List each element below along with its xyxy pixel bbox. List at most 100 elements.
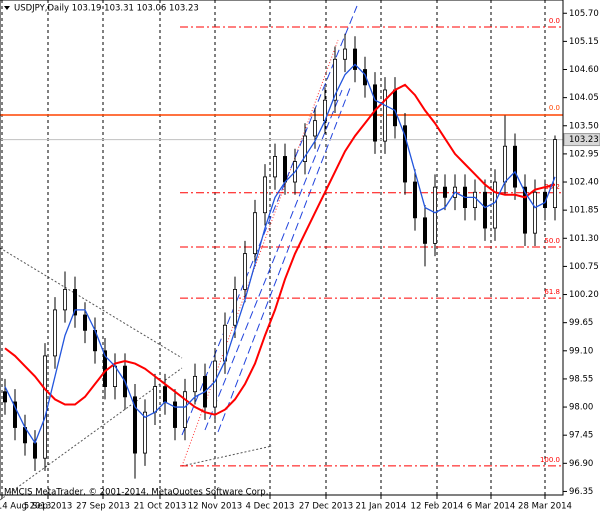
x-tick-label: 27 Dec 2013 <box>299 502 353 512</box>
y-tick-label: 96.90 <box>569 459 593 469</box>
x-tick-label: 21 Jan 2014 <box>356 502 407 512</box>
grid <box>1 0 546 495</box>
fibo-base <box>181 39 339 467</box>
candle-body <box>53 309 58 357</box>
candle-body <box>113 365 118 387</box>
menu-icon <box>4 6 10 10</box>
support-line <box>181 445 273 467</box>
y-tick-label: 102.40 <box>569 178 599 188</box>
x-tick-label: 6 Mar 2014 <box>467 502 515 512</box>
candle-body <box>342 48 347 60</box>
candle-body <box>83 314 88 331</box>
y-tick-label: 101.85 <box>569 206 599 216</box>
candle-body <box>12 401 17 428</box>
candle-body <box>422 217 427 244</box>
fibo-label: 0.0 <box>549 17 560 25</box>
y-tick-label: 105.70 <box>569 9 599 19</box>
plot <box>3 33 558 479</box>
candle-body <box>172 401 177 428</box>
moving-average <box>4 63 556 445</box>
candle-body <box>402 125 407 183</box>
candle-body <box>412 181 417 219</box>
candle-body <box>302 135 307 162</box>
candle-body <box>392 89 397 127</box>
y-tick-label: 104.60 <box>569 65 599 75</box>
candle-body <box>242 253 247 290</box>
fibo-label: 50.0 <box>544 237 560 245</box>
candle-body <box>442 186 447 198</box>
candle-body <box>533 191 538 234</box>
candle-body <box>103 350 108 387</box>
channel-upper <box>181 5 358 436</box>
last-price-label: 103.23 <box>569 135 599 145</box>
channel-mid <box>204 89 343 431</box>
candle-body <box>482 191 487 229</box>
candle-body <box>382 89 387 142</box>
candle-body <box>142 411 147 454</box>
triangle-upper <box>0 247 183 359</box>
last-price-box <box>563 133 600 147</box>
y-tick-label: 101.30 <box>569 234 599 244</box>
candle-body <box>63 289 68 311</box>
candle-body <box>192 375 197 393</box>
candle-body <box>272 156 277 178</box>
candle-body <box>132 396 137 454</box>
trendlines <box>0 5 358 501</box>
y-tick-label: 100.20 <box>569 290 599 300</box>
candle-body <box>262 176 267 214</box>
y-tick-label: 105.15 <box>569 37 599 47</box>
y-tick-label: 98.00 <box>569 403 593 413</box>
candle-body <box>332 58 337 101</box>
candle-body <box>553 139 558 208</box>
candle-body <box>252 212 257 255</box>
x-tick-label: 21 Oct 2013 <box>134 502 187 512</box>
fibo-label: 38.2 <box>544 183 560 191</box>
y-tick-label: 103.50 <box>569 121 599 131</box>
plot-frame <box>0 0 564 496</box>
triangle-lower <box>0 367 183 501</box>
candle-body <box>73 289 78 316</box>
y-tick-label: 99.10 <box>569 346 593 356</box>
candle-body <box>513 145 518 188</box>
candle-body <box>3 391 8 403</box>
x-tick-label: 4 Dec 2013 <box>246 502 295 512</box>
y-tick-label: 99.65 <box>569 318 593 328</box>
y-tick-label: 100.75 <box>569 262 599 272</box>
candle-body <box>43 355 48 459</box>
horizontal-line-label: 0.0 <box>549 104 560 112</box>
levels: 0.0 0.0 38.2 50.0 61.8 100.0 <box>0 17 563 467</box>
y-tick-label: 97.45 <box>569 431 593 441</box>
x-tick-label: 12 Nov 2013 <box>188 502 242 512</box>
channel-lower <box>217 87 351 433</box>
candle-body <box>352 48 357 70</box>
y-tick-label: 104.05 <box>569 93 599 103</box>
candle-body <box>282 156 287 183</box>
y-tick-label: 96.35 <box>569 487 593 497</box>
candle-body <box>492 181 497 229</box>
candle-body <box>33 442 38 459</box>
candle-body <box>523 186 528 234</box>
fibo-label: 61.8 <box>544 288 560 296</box>
moving-average <box>4 83 556 416</box>
candle-body <box>312 120 317 137</box>
fibo-label: 100.0 <box>540 456 560 464</box>
candle-body <box>502 145 507 183</box>
candle-body <box>432 186 437 244</box>
candle-body <box>152 386 157 413</box>
candle-body <box>232 289 237 326</box>
x-tick-label: 14 Aug 2013 <box>0 502 51 512</box>
y-tick-label: 98.55 <box>569 374 593 384</box>
candle-body <box>472 191 477 208</box>
y-tick-label: 102.95 <box>569 149 599 159</box>
x-tick-label: 28 Mar 2014 <box>518 502 572 512</box>
candle-body <box>182 391 187 428</box>
footer: MMCIS MetaTrader, © 2001-2014, MetaQuote… <box>4 488 268 498</box>
x-tick-label: 5 Sep 2013 <box>24 502 72 512</box>
candle-body <box>212 360 217 408</box>
candle-body <box>162 386 167 403</box>
x-tick-label: 27 Sep 2013 <box>76 502 130 512</box>
chart-title: USDJPY,Daily 103.19 103.31 103.06 103.23 <box>14 4 199 14</box>
x-tick-label: 12 Feb 2014 <box>411 502 464 512</box>
